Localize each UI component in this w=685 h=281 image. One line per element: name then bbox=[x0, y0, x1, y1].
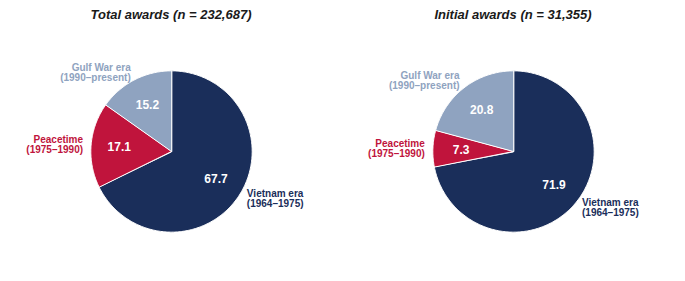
html-text:Total awards (n = 232,687): Total awards (n = 232,687) bbox=[90, 7, 252, 22]
svg-text:71.9: 71.9 bbox=[542, 178, 566, 192]
svg-text:Gulf War era(1990–present): Gulf War era(1990–present) bbox=[389, 70, 460, 91]
svg-text:20.8: 20.8 bbox=[470, 103, 494, 117]
html-text:Initial awards (n = 31,355): Initial awards (n = 31,355) bbox=[434, 7, 592, 22]
svg-text:15.2: 15.2 bbox=[136, 98, 160, 112]
svg-text:Vietnam era(1964–1975): Vietnam era(1964–1975) bbox=[247, 188, 304, 209]
svg-text:17.1: 17.1 bbox=[108, 140, 132, 154]
svg-text:Vietnam era(1964–1975): Vietnam era(1964–1975) bbox=[582, 197, 639, 218]
svg-text:67.7: 67.7 bbox=[204, 172, 228, 186]
svg-text:7.3: 7.3 bbox=[453, 143, 470, 157]
svg-text:Gulf War era(1990–present): Gulf War era(1990–present) bbox=[60, 62, 131, 83]
svg-text:Peacetime(1975–1990): Peacetime(1975–1990) bbox=[26, 134, 83, 155]
svg-text:Peacetime(1975–1990): Peacetime(1975–1990) bbox=[368, 138, 425, 159]
